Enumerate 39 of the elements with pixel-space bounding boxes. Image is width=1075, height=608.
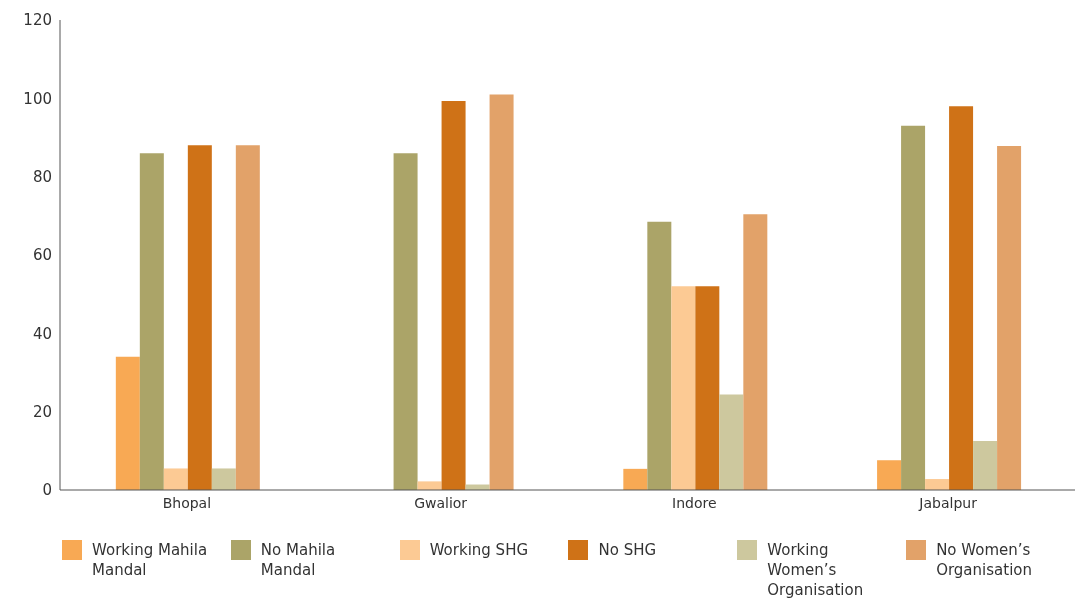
x-tick-label: Jabalpur bbox=[918, 494, 978, 511]
legend-label: Working Mahila Mandal bbox=[92, 540, 209, 580]
x-tick-label: Gwalior bbox=[414, 494, 468, 511]
bar bbox=[623, 468, 648, 490]
bar bbox=[235, 145, 260, 490]
y-tick-label: 20 bbox=[32, 402, 52, 421]
y-tick-label: 0 bbox=[42, 481, 52, 500]
bar bbox=[695, 286, 720, 490]
bar bbox=[901, 125, 926, 490]
bar bbox=[115, 356, 140, 490]
bar bbox=[973, 441, 998, 490]
bar bbox=[441, 101, 466, 490]
bar bbox=[877, 460, 902, 490]
x-tick-label: Bhopal bbox=[162, 494, 212, 511]
bar bbox=[949, 106, 974, 490]
legend-label: Working Women’s Organisation bbox=[767, 540, 865, 600]
y-tick-label: 80 bbox=[32, 167, 52, 186]
x-tick-label: Indore bbox=[672, 494, 717, 511]
bar bbox=[489, 94, 514, 490]
bar bbox=[647, 221, 672, 490]
bar bbox=[393, 153, 418, 490]
bar bbox=[187, 145, 212, 490]
bar bbox=[163, 468, 188, 490]
bar bbox=[139, 153, 164, 490]
bar bbox=[719, 394, 744, 490]
legend-label: No Mahila Mandal bbox=[260, 540, 337, 580]
legend-label: No SHG bbox=[598, 540, 657, 560]
bar bbox=[671, 286, 696, 490]
bar bbox=[925, 479, 950, 490]
y-tick-label: 40 bbox=[32, 324, 52, 343]
y-tick-label: 60 bbox=[32, 246, 52, 265]
bar bbox=[211, 468, 236, 490]
bar bbox=[743, 214, 768, 490]
y-tick-label: 100 bbox=[23, 89, 52, 108]
bar bbox=[997, 146, 1022, 490]
legend-label: No Women’s Organisation bbox=[936, 540, 1033, 580]
bar bbox=[417, 481, 442, 490]
legend-label: Working SHG bbox=[429, 540, 529, 560]
y-tick-label: 120 bbox=[23, 11, 52, 30]
